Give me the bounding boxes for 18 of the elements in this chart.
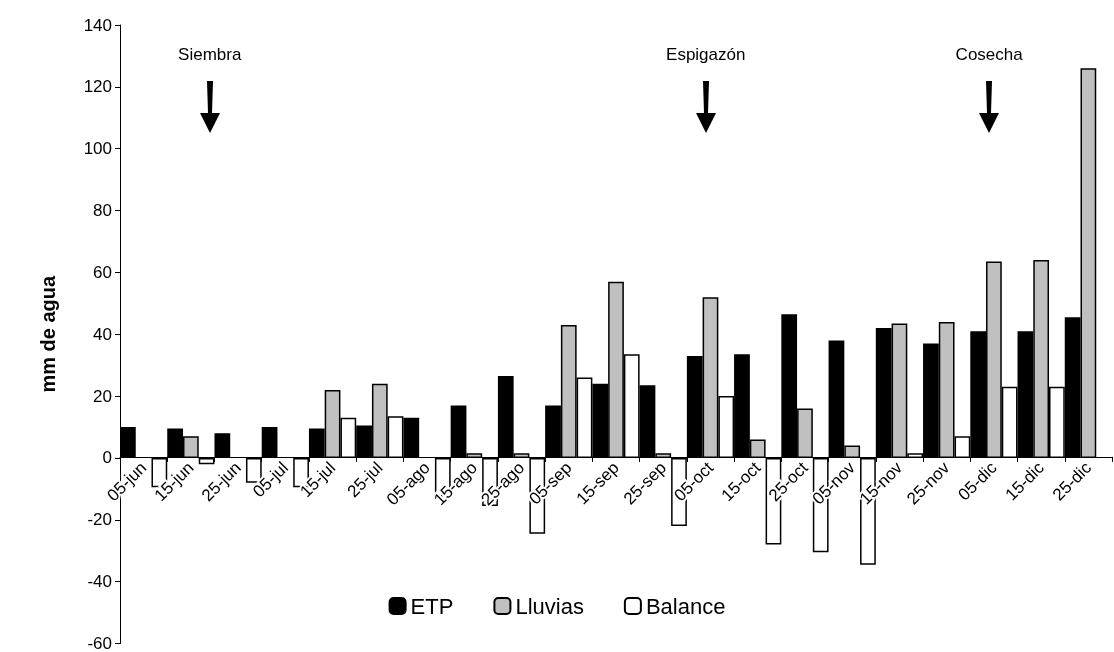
annotation: Espigazón (665, 45, 747, 66)
annotation: Cosecha (954, 45, 1024, 66)
annotation: Siembra (177, 45, 243, 66)
y-tick-label: 40 (93, 324, 112, 344)
y-tick-label: 100 (83, 139, 112, 159)
y-tick-label: -60 (87, 634, 112, 652)
y-axis-title: mm de agua (37, 275, 59, 393)
y-tick-label: 20 (93, 386, 112, 406)
y-tick-label: -20 (87, 510, 112, 530)
legend-label: Balance (645, 593, 726, 619)
y-tick-label: 60 (93, 262, 112, 282)
legend-label: ETP (410, 593, 454, 619)
y-tick-label: 0 (102, 448, 112, 468)
y-tick-label: 120 (83, 77, 112, 97)
y-tick-label: 80 (93, 201, 112, 221)
y-tick-label: -40 (87, 572, 112, 592)
legend-label: Lluvias (515, 593, 584, 619)
y-tick-label: 140 (83, 15, 112, 35)
